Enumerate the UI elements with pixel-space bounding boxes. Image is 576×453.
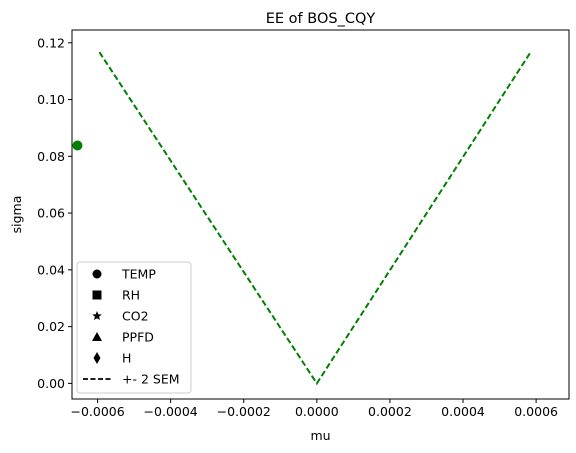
y-tick-label: 0.00 <box>37 376 65 391</box>
x-tick-label: 0.0000 <box>295 404 339 419</box>
y-tick-label: 0.10 <box>37 92 65 107</box>
circle-marker-icon <box>92 269 102 279</box>
legend-box <box>76 261 192 394</box>
y-tick-label: 0.12 <box>37 35 65 50</box>
y-axis-label: sigma <box>9 196 24 234</box>
legend-label: CO2 <box>122 309 149 324</box>
plot-area <box>72 51 532 386</box>
legend-item: +- 2 SEM <box>83 372 180 387</box>
legend-label: H <box>122 351 131 366</box>
y-tick-label: 0.04 <box>37 262 65 277</box>
y-tick-label: 0.08 <box>37 149 65 164</box>
x-tick-label: −0.0004 <box>144 404 198 419</box>
x-axis-label: mu <box>310 428 330 443</box>
legend-label: RH <box>122 288 140 303</box>
legend-item: RH <box>92 288 140 303</box>
y-tick-label: 0.02 <box>37 319 65 334</box>
square-marker-icon <box>92 290 102 300</box>
legend-label: TEMP <box>121 267 156 282</box>
y-axis: 0.00 0.02 0.04 0.06 0.08 0.10 0.12 <box>37 35 72 391</box>
diamond-marker-icon <box>93 352 101 364</box>
star-marker-icon <box>92 311 102 321</box>
x-tick-label: −0.0002 <box>217 404 271 419</box>
x-axis: −0.0006 −0.0004 −0.0002 0.0000 0.0002 0.0004 0… <box>70 399 558 419</box>
legend-item: CO2 <box>92 309 149 324</box>
legend-label: +- 2 SEM <box>122 372 180 387</box>
data-point <box>72 140 83 151</box>
axes-frame <box>71 29 570 400</box>
legend-item: PPFD <box>92 330 154 345</box>
legend-label: PPFD <box>122 330 154 345</box>
chart-title: EE of BOS_CQY <box>266 11 376 27</box>
x-tick-label: 0.0004 <box>441 404 485 419</box>
legend: TEMP RH CO2 PPFD H +- 2 SEM <box>76 261 192 394</box>
legend-item: TEMP <box>92 267 156 282</box>
x-tick-label: 0.0006 <box>514 404 558 419</box>
sem-line <box>98 51 532 386</box>
legend-item: H <box>93 351 131 366</box>
triangle-marker-icon <box>92 332 102 341</box>
y-tick-label: 0.06 <box>37 206 65 221</box>
x-tick-label: −0.0006 <box>70 404 124 419</box>
x-tick-label: 0.0002 <box>368 404 412 419</box>
